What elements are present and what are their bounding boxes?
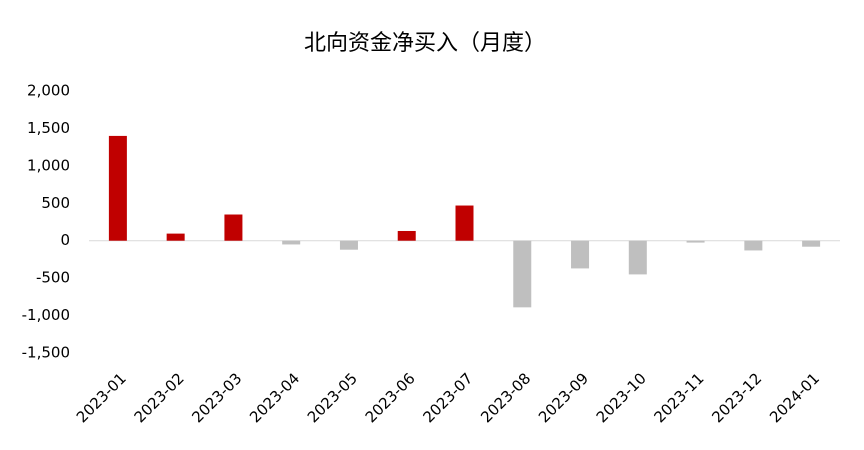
y-tick-label: 2,000	[27, 82, 70, 100]
y-tick-label: 0	[60, 231, 70, 249]
x-tick-label: 2023-11	[651, 369, 708, 426]
bar	[744, 240, 763, 251]
x-tick-label: 2023-07	[419, 369, 476, 426]
y-tick-label: -1,500	[22, 344, 70, 362]
bar	[802, 240, 821, 247]
bar	[339, 240, 358, 250]
bar	[686, 240, 705, 243]
bar	[282, 240, 301, 245]
x-tick-label: 2024-01	[766, 369, 823, 426]
y-tick-label: 500	[41, 194, 70, 212]
x-tick-label: 2023-03	[188, 369, 245, 426]
x-tick-label: 2023-12	[708, 369, 765, 426]
bar	[397, 230, 416, 241]
x-tick-label: 2023-05	[304, 369, 361, 426]
bar	[166, 233, 185, 241]
x-tick-label: 2023-01	[73, 369, 130, 426]
chart-title: 北向资金净买入（月度）	[304, 31, 546, 56]
bar	[455, 205, 474, 241]
x-tick-label: 2023-09	[535, 369, 592, 426]
x-tick-label: 2023-02	[131, 369, 188, 426]
y-tick-label: -500	[36, 269, 70, 287]
bar	[571, 240, 590, 269]
y-tick-label: 1,000	[27, 156, 70, 174]
bar	[513, 240, 532, 308]
x-tick-label: 2023-04	[246, 369, 303, 426]
x-tick-label: 2023-08	[477, 369, 534, 426]
bar	[224, 214, 243, 241]
y-tick-label: -1,000	[22, 306, 70, 324]
y-tick-label: 1,500	[27, 119, 70, 137]
x-tick-label: 2023-10	[593, 369, 650, 426]
x-tick-label: 2023-06	[362, 369, 419, 426]
bar	[108, 135, 127, 241]
bar	[628, 240, 647, 275]
